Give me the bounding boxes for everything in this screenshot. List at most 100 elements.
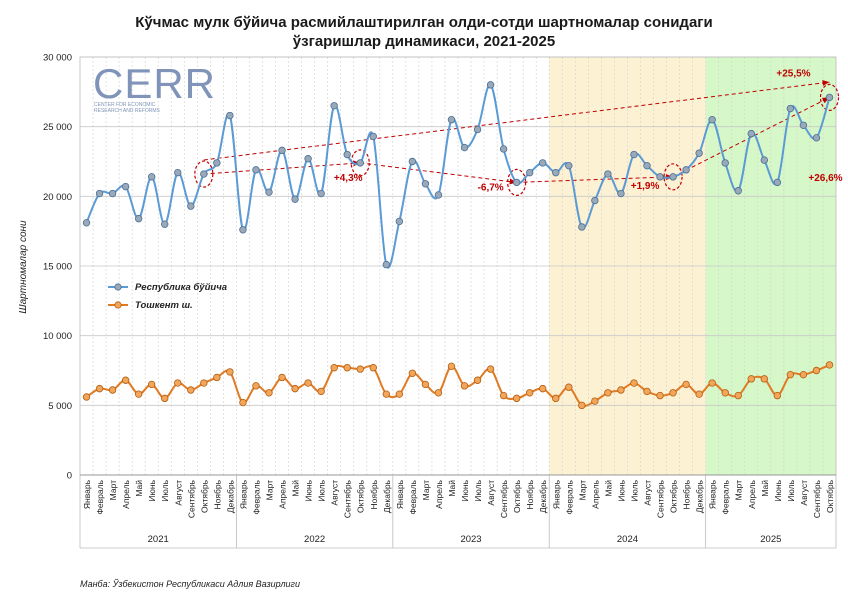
x-tick-label: Июнь xyxy=(773,479,783,501)
x-tick-label: Июнь xyxy=(147,479,157,501)
data-point-1 xyxy=(226,368,234,376)
series-line-1 xyxy=(85,364,830,407)
data-point-1 xyxy=(82,393,91,401)
x-tick-label: Январь xyxy=(551,479,561,509)
data-point-0 xyxy=(330,102,338,110)
data-point-0 xyxy=(369,132,377,141)
data-point-0 xyxy=(565,161,573,170)
data-point-1 xyxy=(565,383,573,391)
x-tick-label: Май xyxy=(134,480,144,497)
x-tick-label: Октябрь xyxy=(512,479,522,513)
data-point-1 xyxy=(421,380,430,389)
data-point-0 xyxy=(669,173,677,181)
data-point-0 xyxy=(291,195,299,203)
x-tick-label: Октябрь xyxy=(825,479,835,513)
x-tick-label: Апрель xyxy=(278,479,288,508)
data-point-0 xyxy=(460,143,469,152)
data-point-0 xyxy=(682,166,690,174)
x-tick-label: Июнь xyxy=(460,479,470,501)
highlight-circle xyxy=(819,83,840,112)
data-point-1 xyxy=(682,380,690,389)
data-point-0 xyxy=(525,168,534,177)
data-point-0 xyxy=(161,220,169,228)
data-point-1 xyxy=(369,364,377,372)
data-point-0 xyxy=(121,182,130,191)
data-point-0 xyxy=(656,173,664,181)
x-tick-label: Ноябрь xyxy=(682,479,692,509)
x-tick-label: Январь xyxy=(708,479,718,509)
data-point-1 xyxy=(213,373,221,382)
data-point-1 xyxy=(161,394,169,403)
legend-label-republic: Республика бўйича xyxy=(135,282,227,293)
data-point-0 xyxy=(552,168,560,177)
data-point-0 xyxy=(265,188,273,196)
x-tick-label: Март xyxy=(421,480,431,500)
data-point-1 xyxy=(291,384,299,393)
annotation-arrow xyxy=(203,160,361,175)
x-tick-label: Декабрь xyxy=(225,479,235,513)
data-point-1 xyxy=(656,391,664,400)
data-point-1 xyxy=(734,391,742,400)
data-point-1 xyxy=(604,389,612,397)
data-point-0 xyxy=(434,191,443,199)
y-tick-label: 20 000 xyxy=(43,192,72,203)
data-point-1 xyxy=(460,382,469,390)
data-point-0 xyxy=(721,159,729,167)
x-tick-label: Август xyxy=(486,480,496,506)
data-point-0 xyxy=(773,178,782,187)
x-tick-label: Август xyxy=(330,480,340,506)
x-tick-label: Сентябрь xyxy=(812,479,822,518)
data-point-1 xyxy=(747,375,755,383)
data-point-1 xyxy=(708,379,716,387)
data-point-0 xyxy=(747,129,755,138)
data-point-1 xyxy=(134,390,143,398)
series-layer xyxy=(82,81,834,410)
data-point-0 xyxy=(95,189,104,198)
data-point-0 xyxy=(499,145,508,153)
data-point-0 xyxy=(473,125,482,134)
data-point-0 xyxy=(799,121,808,129)
data-point-0 xyxy=(760,156,769,164)
data-point-0 xyxy=(356,159,364,167)
x-tick-label: Январь xyxy=(395,479,405,509)
y-tick-label: 15 000 xyxy=(43,262,72,273)
y-tick-label: 25 000 xyxy=(43,122,72,133)
x-tick-label: Ноябрь xyxy=(369,479,379,509)
x-tick-label: Январь xyxy=(82,479,92,509)
x-tick-label: Апрель xyxy=(747,479,757,508)
data-point-1 xyxy=(356,365,364,373)
x-tick-label: Февраль xyxy=(564,479,574,514)
data-point-0 xyxy=(617,189,625,198)
x-tick-label: Октябрь xyxy=(356,479,366,513)
x-tick-label: Сентябрь xyxy=(656,479,666,518)
data-point-0 xyxy=(343,150,351,159)
x-tick-label: Декабрь xyxy=(695,479,705,513)
data-point-0 xyxy=(174,168,182,177)
x-tick-label: Март xyxy=(265,480,275,500)
x-tick-label: Июль xyxy=(473,479,483,501)
x-tick-label: Сентябрь xyxy=(499,479,509,518)
data-point-0 xyxy=(252,166,260,174)
annotation-label: +26,6% xyxy=(808,173,842,184)
data-point-1 xyxy=(304,379,312,387)
x-tick-label: Июнь xyxy=(304,479,314,501)
year-label: 2021 xyxy=(148,534,169,545)
chart-title-line2: ўзгаришлар динамикаси, 2021-2025 xyxy=(293,33,555,50)
y-tick-label: 0 xyxy=(67,471,72,482)
x-tick-label: Май xyxy=(603,480,613,497)
x-tick-label: Декабрь xyxy=(382,479,392,513)
data-point-0 xyxy=(421,180,430,188)
x-tick-label: Февраль xyxy=(408,479,418,514)
data-point-0 xyxy=(643,161,651,170)
data-point-1 xyxy=(330,364,338,372)
data-point-1 xyxy=(174,379,182,387)
data-point-0 xyxy=(200,170,208,178)
legend-label-tashkent: Тошкент ш. xyxy=(135,300,193,311)
data-point-0 xyxy=(812,134,821,142)
x-tick-label: Октябрь xyxy=(669,479,679,513)
data-point-1 xyxy=(512,394,521,403)
x-tick-label: Июнь xyxy=(616,479,626,501)
data-point-1 xyxy=(773,391,782,400)
data-point-0 xyxy=(695,149,703,157)
